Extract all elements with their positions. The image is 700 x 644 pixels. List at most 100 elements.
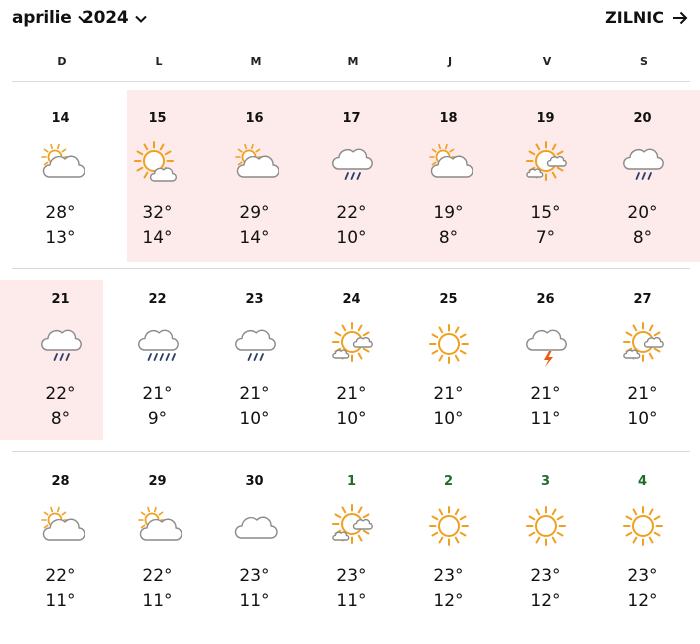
day-number: 4 [637, 474, 648, 489]
rain-cloud-icon [206, 320, 303, 368]
min-temperature: 8° [438, 228, 459, 248]
chevron-down-icon [134, 15, 147, 23]
partly-cloudy-icon [12, 139, 109, 187]
day-cell[interactable]: 23 21° 10° [206, 292, 303, 462]
day-cell[interactable]: 28 22° 11° [12, 474, 109, 644]
weekday-label: D [57, 55, 67, 68]
min-temperature: 10° [239, 409, 270, 429]
day-cell[interactable]: 4 23° 12° [594, 474, 691, 644]
partly-cloudy-icon [109, 502, 206, 550]
daily-view-link[interactable]: ZILNIC [605, 8, 688, 27]
sun-with-clouds-icon [303, 320, 400, 368]
day-cell[interactable]: 27 21° 10° [594, 292, 691, 462]
day-cell[interactable]: 2 23° 12° [400, 474, 497, 644]
rain-cloud-icon [594, 139, 691, 187]
max-temperature: 23° [239, 566, 270, 586]
day-cell[interactable]: 29 22° 11° [109, 474, 206, 644]
max-temperature: 22° [45, 566, 76, 586]
day-cell[interactable]: 21 22° 8° [12, 292, 109, 462]
max-temperature: 23° [627, 566, 658, 586]
partly-cloudy-icon [400, 139, 497, 187]
max-temperature: 22° [45, 384, 76, 404]
max-temperature: 21° [239, 384, 270, 404]
day-cell[interactable]: 18 19° 8° [400, 111, 497, 281]
day-cell[interactable]: 20 20° 8° [594, 111, 691, 281]
max-temperature: 20° [627, 203, 658, 223]
highlight-range [0, 280, 103, 440]
day-number: 2 [443, 474, 454, 489]
max-temperature: 23° [336, 566, 367, 586]
weekday-label: M [347, 55, 359, 68]
day-number: 27 [633, 292, 652, 307]
min-temperature: 14° [142, 228, 173, 248]
min-temperature: 10° [336, 228, 367, 248]
day-cell[interactable]: 24 21° 10° [303, 292, 400, 462]
sun-icon [400, 320, 497, 368]
sun-behind-cloud-icon [109, 139, 206, 187]
min-temperature: 7° [535, 228, 556, 248]
day-number: 26 [536, 292, 555, 307]
calendar-header: aprilie 2024 ZILNIC [0, 0, 700, 38]
day-cell[interactable]: 22 21° 9° [109, 292, 206, 462]
thunder-cloud-icon [497, 320, 594, 368]
arrow-right-icon [673, 11, 688, 24]
day-cell[interactable]: 1 23° 11° [303, 474, 400, 644]
min-temperature: 11° [239, 591, 270, 611]
max-temperature: 21° [142, 384, 173, 404]
sun-with-clouds-icon [594, 320, 691, 368]
day-cell[interactable]: 14 28° 13° [12, 111, 109, 281]
weekday-header-row: D L M M J V S [0, 50, 700, 74]
weekday-label: M [250, 55, 262, 68]
day-number: 29 [148, 474, 167, 489]
day-number: 14 [51, 111, 70, 126]
min-temperature: 11° [336, 591, 367, 611]
heavy-rain-cloud-icon [109, 320, 206, 368]
day-number: 21 [51, 292, 70, 307]
day-cell[interactable]: 3 23° 12° [497, 474, 594, 644]
min-temperature: 10° [627, 409, 658, 429]
min-temperature: 12° [433, 591, 464, 611]
month-selector[interactable]: aprilie [12, 8, 90, 28]
max-temperature: 21° [627, 384, 658, 404]
max-temperature: 21° [530, 384, 561, 404]
day-number: 3 [540, 474, 551, 489]
day-cell[interactable]: 17 22° 10° [303, 111, 400, 281]
min-temperature: 11° [530, 409, 561, 429]
min-temperature: 11° [45, 591, 76, 611]
max-temperature: 21° [336, 384, 367, 404]
min-temperature: 13° [45, 228, 76, 248]
highlight-range [127, 90, 700, 262]
max-temperature: 19° [433, 203, 464, 223]
day-cell[interactable]: 16 29° 14° [206, 111, 303, 281]
weekday-label: V [542, 55, 552, 68]
day-number: 25 [439, 292, 458, 307]
day-cell[interactable]: 26 21° 11° [497, 292, 594, 462]
weekday-label: J [447, 55, 453, 68]
max-temperature: 22° [142, 566, 173, 586]
day-number: 23 [245, 292, 264, 307]
day-number: 17 [342, 111, 361, 126]
min-temperature: 11° [142, 591, 173, 611]
day-cell[interactable]: 19 15° 7° [497, 111, 594, 281]
max-temperature: 22° [336, 203, 367, 223]
day-cell[interactable]: 25 21° 10° [400, 292, 497, 462]
day-number: 18 [439, 111, 458, 126]
min-temperature: 10° [336, 409, 367, 429]
max-temperature: 32° [142, 203, 173, 223]
max-temperature: 21° [433, 384, 464, 404]
day-number: 1 [346, 474, 357, 489]
divider [12, 268, 690, 269]
rain-cloud-icon [12, 320, 109, 368]
year-selector[interactable]: 2024 [82, 8, 147, 28]
weekday-label: S [640, 55, 648, 68]
sun-icon [594, 502, 691, 550]
day-cell[interactable]: 15 32° 14° [109, 111, 206, 281]
day-number: 16 [245, 111, 264, 126]
divider [12, 81, 690, 82]
day-number: 24 [342, 292, 361, 307]
day-cell[interactable]: 30 23° 11° [206, 474, 303, 644]
min-temperature: 10° [433, 409, 464, 429]
day-number: 28 [51, 474, 70, 489]
day-number: 22 [148, 292, 167, 307]
sun-icon [497, 502, 594, 550]
